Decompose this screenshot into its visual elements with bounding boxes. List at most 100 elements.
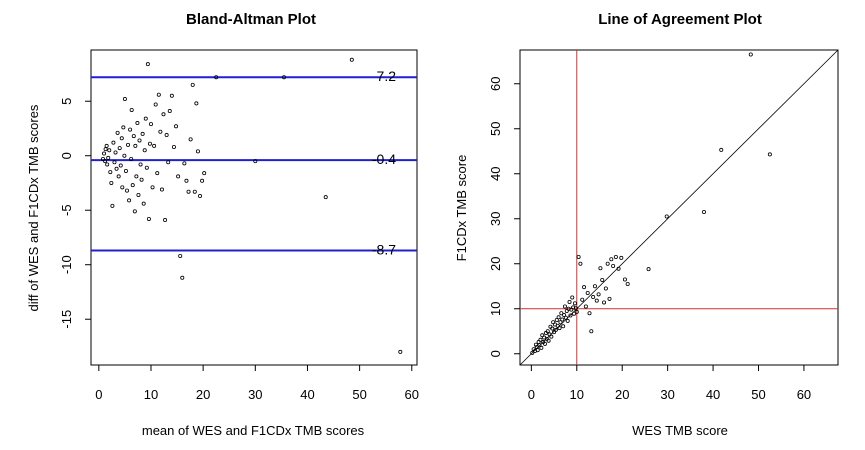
data-point <box>545 329 550 334</box>
agreement-x-tick-label: 20 <box>615 387 629 402</box>
data-point <box>140 131 145 136</box>
data-point <box>611 263 616 268</box>
data-point <box>130 183 135 188</box>
bland-altman-x-axis-label: mean of WES and F1CDx TMB scores <box>142 423 365 438</box>
data-point <box>546 338 551 343</box>
data-point <box>253 159 258 164</box>
data-point <box>150 185 155 190</box>
data-point <box>323 195 328 200</box>
data-point <box>166 160 171 165</box>
data-point <box>119 136 124 141</box>
data-point <box>202 171 207 176</box>
data-point <box>111 140 116 145</box>
data-point <box>565 318 570 323</box>
data-point <box>152 143 157 148</box>
data-point <box>585 290 590 295</box>
data-point <box>576 254 581 259</box>
agreement-x-tick-label: 10 <box>570 387 584 402</box>
data-point <box>114 166 119 171</box>
data-point <box>560 317 565 322</box>
data-point <box>553 327 558 332</box>
data-point <box>719 147 724 152</box>
data-point <box>598 266 603 271</box>
data-point <box>107 148 112 153</box>
data-point <box>122 97 127 102</box>
data-point <box>530 350 535 355</box>
data-point <box>622 277 627 282</box>
data-point <box>214 75 219 80</box>
data-point <box>578 261 583 266</box>
data-point <box>106 155 111 160</box>
data-point <box>113 150 118 155</box>
data-point <box>138 162 143 167</box>
bland-altman-x-tick-label: 10 <box>144 387 158 402</box>
data-point <box>619 255 624 260</box>
data-point <box>557 326 562 331</box>
data-point <box>142 148 147 153</box>
data-point <box>139 177 144 182</box>
data-point <box>562 313 567 318</box>
agreement-y-tick-label: 40 <box>488 167 503 181</box>
data-point <box>572 311 577 316</box>
data-point <box>558 320 563 325</box>
agreement-x-axis: 0 10 20 30 40 50 60 <box>528 387 811 402</box>
data-point <box>167 109 172 114</box>
bland-altman-y-tick-label: -5 <box>59 204 74 216</box>
data-point <box>188 137 193 142</box>
bland-altman-x-tick-label: 20 <box>196 387 210 402</box>
data-point <box>600 277 605 282</box>
data-point <box>533 342 538 347</box>
mean-difference-label: -0.4 <box>372 151 396 167</box>
data-point <box>701 209 706 214</box>
data-point <box>164 133 169 138</box>
data-point <box>134 174 139 179</box>
data-point <box>190 82 195 87</box>
data-point <box>143 116 148 121</box>
data-point <box>133 143 138 148</box>
data-point <box>115 130 120 135</box>
data-point <box>195 149 200 154</box>
agreement-x-tick-label: 0 <box>528 387 535 402</box>
data-point <box>556 315 561 320</box>
data-point <box>549 334 554 339</box>
bland-altman-y-axis-label: diff of WES and F1CDx TMB scores <box>26 104 41 311</box>
data-point <box>592 284 597 289</box>
data-point <box>192 189 197 194</box>
data-point <box>596 292 601 297</box>
data-point <box>137 138 142 143</box>
data-point <box>583 304 588 309</box>
upper-limit-label: 7.2 <box>377 68 397 84</box>
data-point <box>124 188 129 193</box>
bland-altman-plot-frame <box>90 49 418 366</box>
data-point <box>141 201 146 206</box>
data-point <box>194 101 199 106</box>
data-point <box>603 286 608 291</box>
agreement-y-axis: 0 10 20 30 40 50 60 <box>488 77 503 358</box>
data-point <box>582 285 587 290</box>
data-point <box>161 112 166 117</box>
data-point <box>607 296 612 301</box>
data-point <box>625 281 630 286</box>
data-point <box>148 122 153 127</box>
data-point <box>573 306 578 311</box>
data-point <box>158 129 163 134</box>
data-point <box>105 162 110 167</box>
data-point <box>171 145 176 150</box>
agreement-x-tick-label: 60 <box>797 387 811 402</box>
data-point <box>542 341 547 346</box>
agreement-plot-frame <box>519 49 839 366</box>
data-point <box>147 141 152 146</box>
data-point <box>398 349 403 354</box>
data-point <box>646 267 651 272</box>
data-point <box>122 153 127 158</box>
data-point <box>349 57 354 62</box>
data-point <box>127 198 132 203</box>
data-point <box>121 125 126 130</box>
data-point <box>539 345 544 350</box>
data-point <box>146 216 151 221</box>
data-point <box>559 311 564 316</box>
data-point <box>110 203 115 208</box>
bland-altman-y-tick-label: -10 <box>59 255 74 274</box>
data-point <box>145 62 150 67</box>
